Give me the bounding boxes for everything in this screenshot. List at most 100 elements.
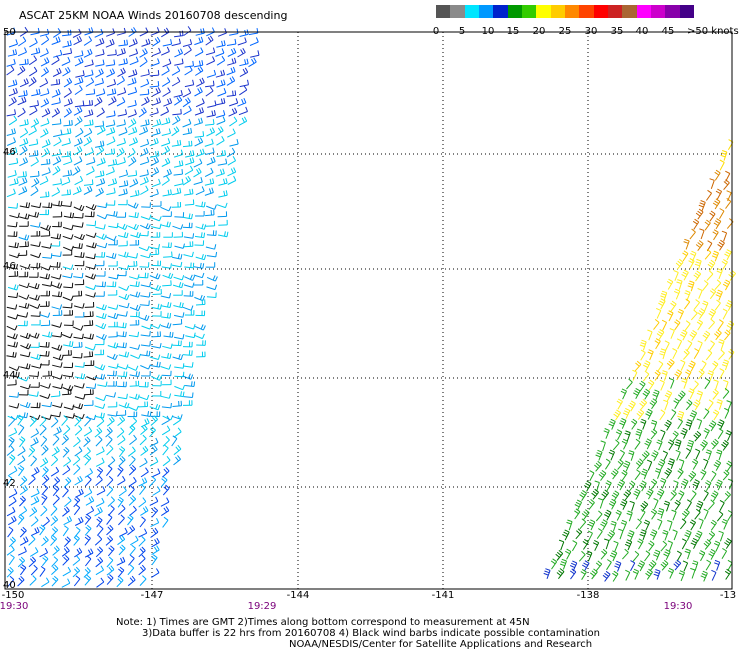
wind-barb [174,48,184,58]
wind-barb [8,79,18,88]
wind-barb [172,224,184,230]
wind-barb [656,439,663,451]
wind-barb [39,393,51,399]
wind-barb [119,527,128,537]
wind-barb [183,45,192,56]
wind-barb [703,490,709,502]
wind-barb [653,319,660,330]
wind-barb [95,271,106,277]
wind-barb [84,415,91,427]
wind-barb [583,480,592,492]
wind-barb [677,468,684,480]
wind-barb [699,228,705,240]
wind-barb [712,389,719,400]
wind-barb [602,570,611,582]
wind-barb [73,534,80,546]
wind-barb [116,342,127,349]
wind-barb [637,560,646,572]
wind-barb [117,109,127,117]
wind-barb [635,458,644,470]
wind-barb [689,228,696,240]
wind-barb [161,145,171,156]
wind-barb [17,107,26,118]
lon-label: -150 [1,590,25,601]
wind-barb [8,115,18,126]
wind-barb [589,568,598,580]
wind-barb [218,219,228,226]
wind-barb [692,399,701,411]
wind-barb [622,407,631,419]
wind-barb [117,67,126,78]
wind-barb [106,127,116,136]
colorbar-swatch [608,5,623,18]
wind-barb [128,212,139,219]
wind-barb [239,29,249,37]
wind-barb [685,399,693,411]
wind-barb [724,568,732,580]
wind-barb [84,311,94,318]
wind-barb [30,342,40,348]
wind-barb [116,137,126,147]
wind-barb [30,156,39,167]
wind-barb [28,76,37,87]
wind-barb [106,416,115,427]
wind-barb [61,546,70,557]
wind-barb [681,538,688,550]
wind-barb [608,418,616,430]
wind-barb [706,270,714,281]
note-line-2: 3)Data buffer is 22 hrs from 20160708 4)… [142,628,600,639]
wind-barb [173,169,183,176]
wind-barb [127,147,136,158]
wind-barb [163,251,173,258]
wind-barb [724,329,731,341]
wind-barb [53,426,62,436]
wind-barb [184,79,195,88]
wind-barb [61,333,73,339]
wind-barb [51,446,60,457]
wind-barb [128,495,137,506]
wind-barb [675,258,684,270]
wind-barb [52,156,62,166]
wind-barb [172,353,184,361]
wind-barb [63,456,72,467]
wind-barb [138,314,150,321]
wind-barb [96,107,105,118]
wind-barb [152,486,161,496]
wind-barb [106,556,114,568]
wind-barb [74,279,85,286]
wind-barb [83,48,93,58]
wind-barb [84,534,91,546]
wind-barb [63,282,74,289]
wind-barb [140,214,152,220]
wind-barb [6,188,16,198]
wind-barb [139,126,149,136]
wind-barb [50,390,61,398]
wind-barb [184,165,194,176]
wind-barb [30,262,41,269]
swath-time-label: 19:29 [247,601,277,612]
wind-barb [94,260,105,267]
wind-barb [674,319,681,331]
wind-barb [29,100,39,108]
wind-barb [53,28,62,38]
wind-barb [579,489,588,501]
wind-barb [117,535,126,546]
wind-barb [162,343,173,349]
wind-barb [17,446,26,457]
wind-barb [105,252,117,259]
wind-barb [73,222,84,228]
wind-barb [84,548,94,558]
wind-barb [18,424,25,436]
wind-barb [74,175,84,186]
wind-barb [63,341,74,347]
wind-barb [62,66,71,77]
wind-barb [595,510,603,522]
wind-barb [193,167,202,178]
wind-barb [86,242,97,249]
wind-barb [160,206,172,212]
wind-barb [74,116,83,127]
wind-barb [7,333,18,340]
wind-barb [7,231,18,237]
wind-barb [63,476,72,488]
wind-barb [673,480,679,492]
